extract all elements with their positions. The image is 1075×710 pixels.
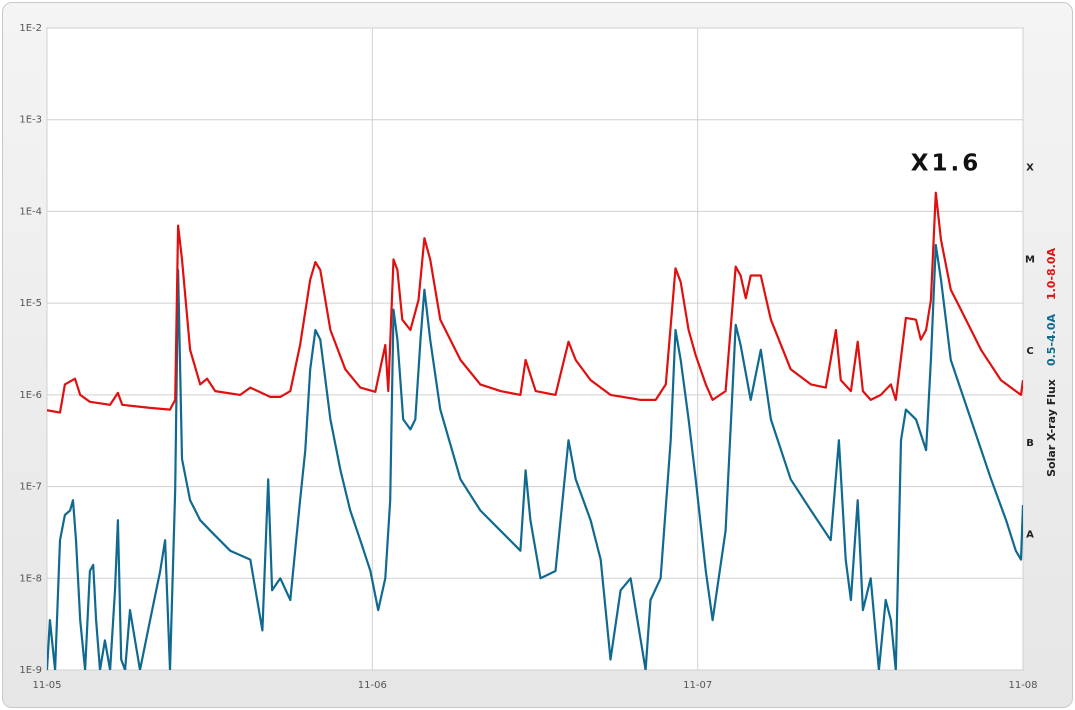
x-tick-label: 11-06 (358, 680, 387, 691)
y-tick-label: 1E-4 (19, 206, 42, 217)
y-tick-label: 1E-5 (19, 298, 42, 309)
flare-class-label: C (1026, 346, 1033, 357)
y-tick-label: 1E-3 (19, 115, 42, 126)
series-line (47, 243, 1023, 670)
x-tick-label: 11-07 (683, 680, 712, 691)
flare-class-label: A (1026, 530, 1034, 541)
flare-class-label: X (1026, 163, 1034, 174)
flare-class-label: B (1026, 438, 1034, 449)
y2-axis-title: Solar X-ray Flux (1045, 379, 1058, 477)
y-tick-label: 1E-6 (19, 390, 42, 401)
x-tick-label: 11-08 (1008, 680, 1037, 691)
legend-entry: 0.5-4.0A (1045, 313, 1058, 366)
plot-area (46, 27, 1024, 671)
annotation: X1.6 (911, 151, 981, 177)
x-tick-label: 11-05 (32, 680, 61, 691)
y-tick-label: 1E-7 (19, 482, 42, 493)
series-line (47, 191, 1023, 414)
y-tick-label: 1E-9 (19, 665, 42, 676)
y-tick-label: 1E-8 (19, 573, 42, 584)
y-tick-label: 1E-2 (19, 23, 42, 34)
legend-entry: 1.0-8.0A (1045, 247, 1058, 300)
flare-class-label: M (1025, 254, 1035, 265)
